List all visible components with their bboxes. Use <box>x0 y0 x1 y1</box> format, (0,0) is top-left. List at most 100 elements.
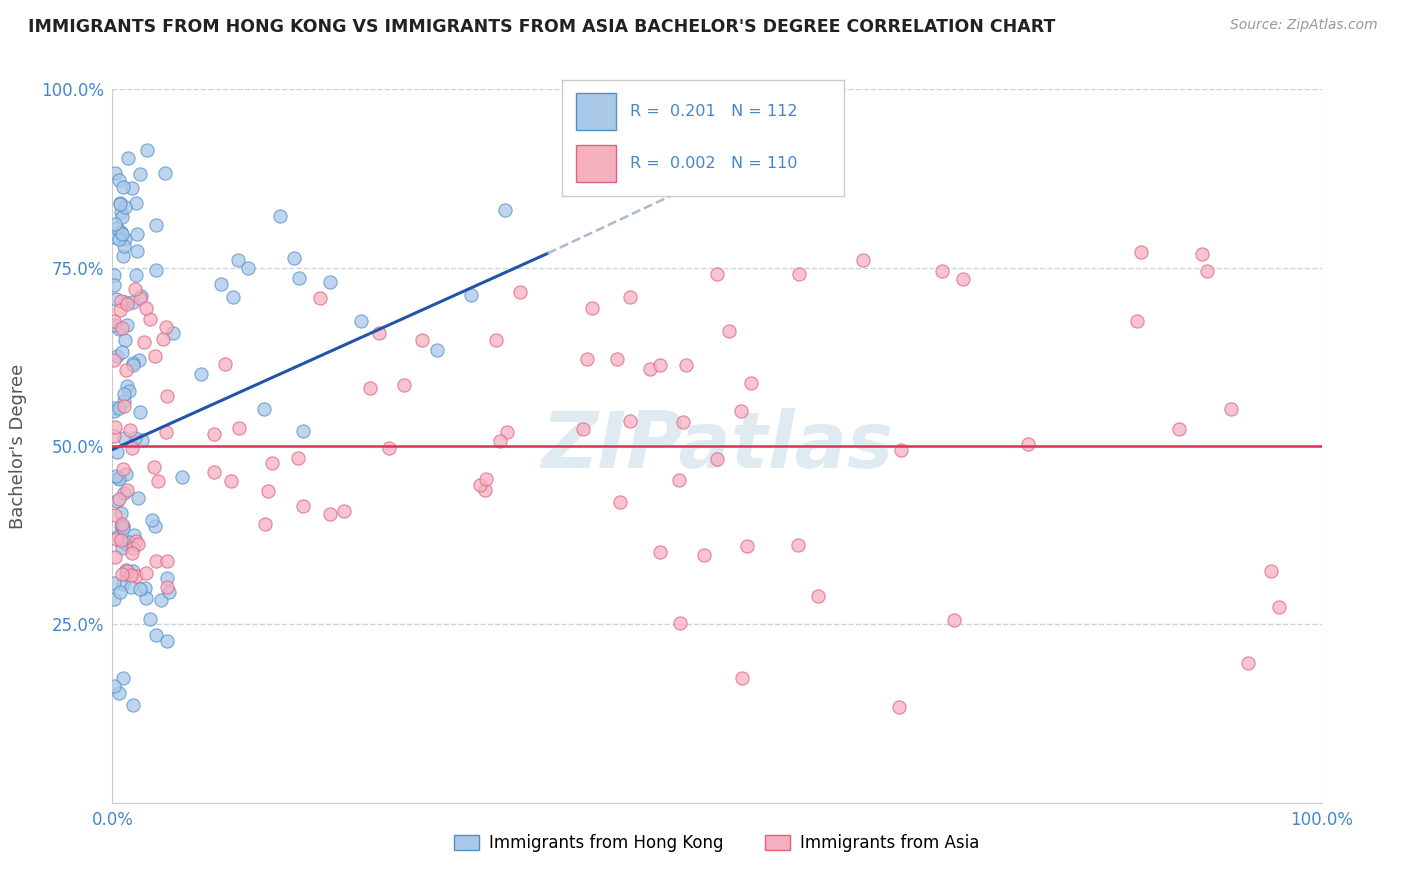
Immigrants from Hong Kong <box>135 143 157 157</box>
Immigrants from Hong Kong <box>350 313 373 327</box>
Immigrants from Hong Kong <box>125 227 148 241</box>
Immigrants from Hong Kong <box>112 238 135 252</box>
Immigrants from Hong Kong <box>112 386 135 401</box>
Immigrants from Hong Kong <box>131 433 153 447</box>
Immigrants from Asia <box>127 537 149 551</box>
Immigrants from Asia <box>731 671 754 685</box>
Immigrants from Hong Kong <box>226 252 249 267</box>
Immigrants from Asia <box>1167 422 1189 436</box>
Immigrants from Asia <box>730 403 752 417</box>
Immigrants from Hong Kong <box>104 166 127 180</box>
Immigrants from Hong Kong <box>145 628 167 642</box>
Immigrants from Hong Kong <box>104 469 127 483</box>
Immigrants from Asia <box>156 389 179 403</box>
Immigrants from Hong Kong <box>103 575 125 590</box>
Immigrants from Asia <box>134 334 156 349</box>
Immigrants from Hong Kong <box>105 349 128 363</box>
Immigrants from Hong Kong <box>112 535 135 549</box>
Immigrants from Asia <box>1191 247 1213 261</box>
Immigrants from Asia <box>638 361 661 376</box>
Immigrants from Asia <box>145 554 167 568</box>
Immigrants from Asia <box>122 541 145 556</box>
Immigrants from Hong Kong <box>121 295 143 310</box>
Immigrants from Hong Kong <box>131 289 153 303</box>
Immigrants from Asia <box>124 282 146 296</box>
Immigrants from Hong Kong <box>125 196 148 211</box>
Immigrants from Asia <box>1268 600 1291 615</box>
Immigrants from Hong Kong <box>141 513 163 527</box>
Immigrants from Hong Kong <box>103 401 125 415</box>
Immigrants from Hong Kong <box>145 218 167 232</box>
Immigrants from Hong Kong <box>103 230 125 244</box>
Immigrants from Asia <box>952 272 974 286</box>
Immigrants from Asia <box>852 252 875 267</box>
Immigrants from Asia <box>112 399 135 413</box>
Immigrants from Hong Kong <box>110 225 132 239</box>
Immigrants from Asia <box>142 460 165 475</box>
Immigrants from Hong Kong <box>111 227 134 241</box>
Immigrants from Asia <box>648 358 671 372</box>
Immigrants from Hong Kong <box>115 566 138 581</box>
Immigrants from Asia <box>105 533 128 547</box>
Immigrants from Hong Kong <box>121 358 143 372</box>
Immigrants from Hong Kong <box>110 506 132 520</box>
Immigrants from Asia <box>367 326 389 340</box>
Immigrants from Asia <box>735 539 758 553</box>
Immigrants from Asia <box>120 567 142 582</box>
Immigrants from Asia <box>125 568 148 582</box>
Immigrants from Asia <box>1237 656 1260 670</box>
Immigrants from Asia <box>104 420 127 434</box>
Immigrants from Hong Kong <box>115 318 138 333</box>
Immigrants from Asia <box>942 613 965 627</box>
Immigrants from Asia <box>619 414 641 428</box>
Immigrants from Hong Kong <box>110 195 132 210</box>
Immigrants from Hong Kong <box>108 585 131 599</box>
Immigrants from Hong Kong <box>125 244 148 258</box>
Immigrants from Hong Kong <box>128 352 150 367</box>
Immigrants from Asia <box>474 483 496 498</box>
Text: Source: ZipAtlas.com: Source: ZipAtlas.com <box>1230 18 1378 32</box>
Immigrants from Hong Kong <box>112 671 135 685</box>
Immigrants from Asia <box>606 352 628 367</box>
Immigrants from Asia <box>675 358 697 372</box>
Immigrants from Asia <box>890 442 912 457</box>
Immigrants from Hong Kong <box>114 232 136 246</box>
Immigrants from Asia <box>496 425 519 439</box>
Immigrants from Hong Kong <box>150 592 173 607</box>
Immigrants from Asia <box>671 415 693 429</box>
Immigrants from Hong Kong <box>107 529 129 543</box>
Immigrants from Asia <box>392 377 415 392</box>
Immigrants from Hong Kong <box>111 345 134 359</box>
Immigrants from Hong Kong <box>128 582 150 596</box>
Immigrants from Hong Kong <box>156 633 179 648</box>
Immigrants from Hong Kong <box>162 326 184 341</box>
Immigrants from Asia <box>112 462 135 476</box>
Immigrants from Asia <box>359 381 381 395</box>
Immigrants from Asia <box>287 450 309 465</box>
Immigrants from Asia <box>146 475 169 489</box>
Immigrants from Hong Kong <box>139 612 162 626</box>
Immigrants from Asia <box>669 616 692 631</box>
Immigrants from Asia <box>693 548 716 562</box>
Immigrants from Hong Kong <box>112 518 135 533</box>
Immigrants from Hong Kong <box>112 485 135 500</box>
Immigrants from Asia <box>309 291 332 305</box>
Immigrants from Asia <box>706 451 728 466</box>
Immigrants from Asia <box>1129 244 1152 259</box>
Immigrants from Asia <box>1126 313 1149 327</box>
Immigrants from Asia <box>468 478 491 492</box>
Immigrants from Hong Kong <box>104 318 127 332</box>
Immigrants from Hong Kong <box>121 180 143 194</box>
Immigrants from Hong Kong <box>111 210 134 224</box>
Immigrants from Hong Kong <box>120 580 142 594</box>
Immigrants from Hong Kong <box>157 585 180 599</box>
Immigrants from Asia <box>108 492 131 507</box>
Immigrants from Asia <box>1219 401 1241 416</box>
Immigrants from Asia <box>575 352 598 367</box>
Immigrants from Hong Kong <box>145 519 167 533</box>
Immigrants from Asia <box>740 376 762 390</box>
Text: ZIPatlas: ZIPatlas <box>541 408 893 484</box>
Immigrants from Asia <box>648 545 671 559</box>
Immigrants from Hong Kong <box>117 151 139 165</box>
Immigrants from Asia <box>156 580 179 594</box>
